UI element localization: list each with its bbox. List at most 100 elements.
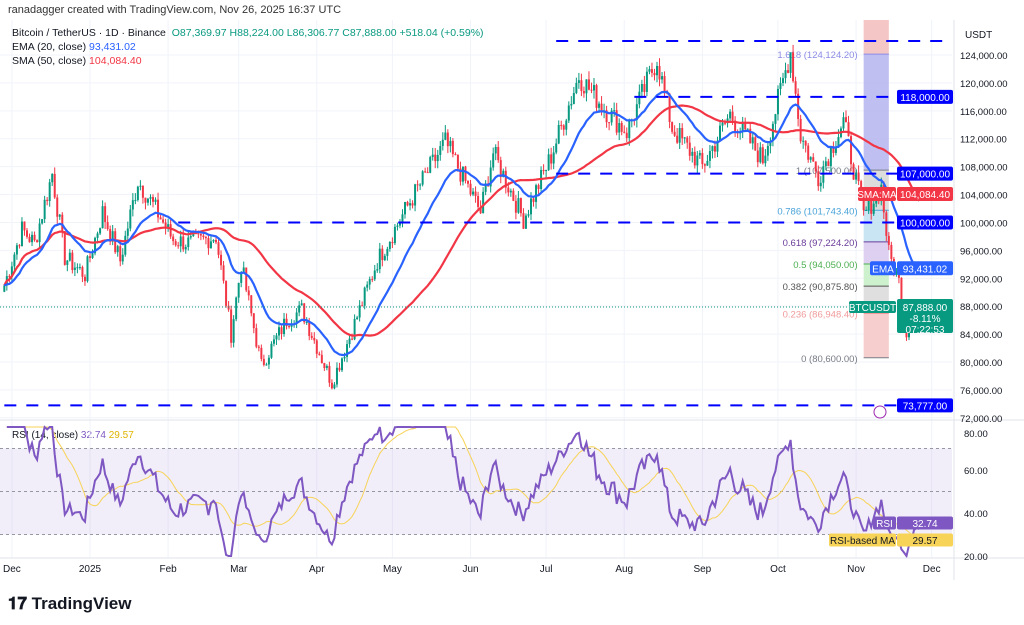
candle-body: [325, 365, 328, 369]
candle-body: [567, 105, 570, 121]
candle-body: [162, 219, 165, 223]
low-value: L86,306.77: [286, 27, 340, 39]
candle-body: [189, 236, 192, 238]
candle: [812, 153, 815, 162]
candle: [134, 193, 137, 205]
candle: [222, 260, 225, 284]
candle: [782, 72, 784, 87]
candle: [36, 239, 39, 243]
candle-body: [13, 254, 16, 267]
candle-body: [129, 209, 132, 229]
candle: [232, 315, 235, 348]
candle-body: [542, 169, 545, 172]
candle: [794, 76, 797, 98]
candle-body: [703, 164, 706, 166]
candle: [33, 231, 36, 242]
candle: [141, 185, 144, 204]
candle: [149, 194, 152, 206]
candle: [235, 296, 238, 322]
last-price-tag-text: 07:22:53: [906, 325, 945, 336]
candle-body: [308, 321, 311, 336]
candle: [26, 227, 28, 239]
candle: [696, 150, 699, 173]
candle-body: [184, 247, 187, 250]
candle-body: [386, 248, 389, 256]
sma-legend-label[interactable]: SMA (50, close): [12, 55, 87, 67]
ema-name-tag: [870, 261, 896, 276]
level-price-tag: [897, 398, 953, 413]
candle-body: [771, 123, 774, 141]
candle: [577, 72, 580, 89]
candle: [3, 285, 6, 293]
candle-body: [653, 72, 656, 76]
time-axis-label: Dec: [923, 564, 941, 575]
ema-legend-label[interactable]: EMA (20, close): [12, 41, 87, 53]
candle: [852, 162, 855, 180]
candle-body: [121, 254, 124, 262]
candle-body: [441, 139, 444, 147]
candle-body: [99, 228, 102, 234]
time-axis-label: Sep: [693, 564, 711, 575]
candle: [517, 190, 520, 214]
candle: [484, 180, 487, 196]
candle: [131, 193, 134, 217]
candle-body: [867, 198, 870, 210]
candle: [184, 244, 187, 254]
candle-body: [509, 190, 512, 193]
candle-body: [776, 88, 779, 115]
candle: [159, 214, 162, 220]
candle: [716, 136, 719, 158]
candle-body: [535, 185, 538, 202]
sma-line: [3, 104, 921, 337]
candle-body: [713, 146, 716, 152]
candle-body: [378, 248, 381, 270]
candle: [560, 120, 563, 130]
symbol-title[interactable]: Bitcoin / TetherUS · 1D · Binance: [12, 27, 166, 39]
candle-body: [532, 198, 535, 202]
price-axis-label: 104,000.00: [960, 191, 1008, 202]
candle: [313, 332, 316, 344]
candle: [580, 73, 583, 97]
candle-body: [620, 123, 623, 132]
candle: [295, 308, 298, 329]
candle-body: [595, 85, 598, 108]
candle: [94, 236, 97, 256]
candle: [527, 209, 530, 218]
candle-body: [78, 267, 81, 269]
candle-body: [358, 305, 361, 318]
candle-body: [18, 245, 21, 247]
fib-level-label: 0.618 (97,224.20): [783, 238, 858, 249]
candle-body: [141, 185, 144, 198]
candle-body: [28, 236, 31, 243]
candle-body: [552, 152, 555, 164]
rsi-legend-label[interactable]: RSI (14, close): [12, 430, 79, 441]
candle-body: [58, 214, 61, 217]
candle-body: [708, 151, 711, 161]
lightning-icon: [873, 405, 887, 419]
candle-body: [272, 339, 275, 344]
candle-body: [585, 79, 588, 94]
candle-body: [499, 160, 502, 178]
last-price-tag: [897, 298, 953, 333]
candle-body: [76, 267, 79, 269]
candle-body: [698, 152, 701, 156]
candle-body: [361, 305, 364, 307]
candle: [464, 165, 467, 184]
candle-body: [414, 184, 417, 206]
candle-body: [257, 346, 260, 348]
candle-body: [719, 125, 721, 141]
candle-body: [545, 169, 548, 172]
tradingview-logo[interactable]: 𝟏𝟕 TradingView: [8, 594, 131, 614]
candle: [139, 180, 142, 191]
candle: [335, 362, 338, 388]
candle: [56, 194, 59, 224]
level-price-tag-text: 100,000.00: [900, 218, 950, 229]
price-axis-label: 100,000.00: [960, 218, 1008, 229]
candle: [318, 351, 321, 356]
candle: [552, 146, 555, 170]
candle: [532, 196, 535, 207]
candle: [686, 135, 689, 149]
candle-body: [678, 127, 681, 143]
ema-legend-value: 93,431.02: [89, 41, 136, 53]
